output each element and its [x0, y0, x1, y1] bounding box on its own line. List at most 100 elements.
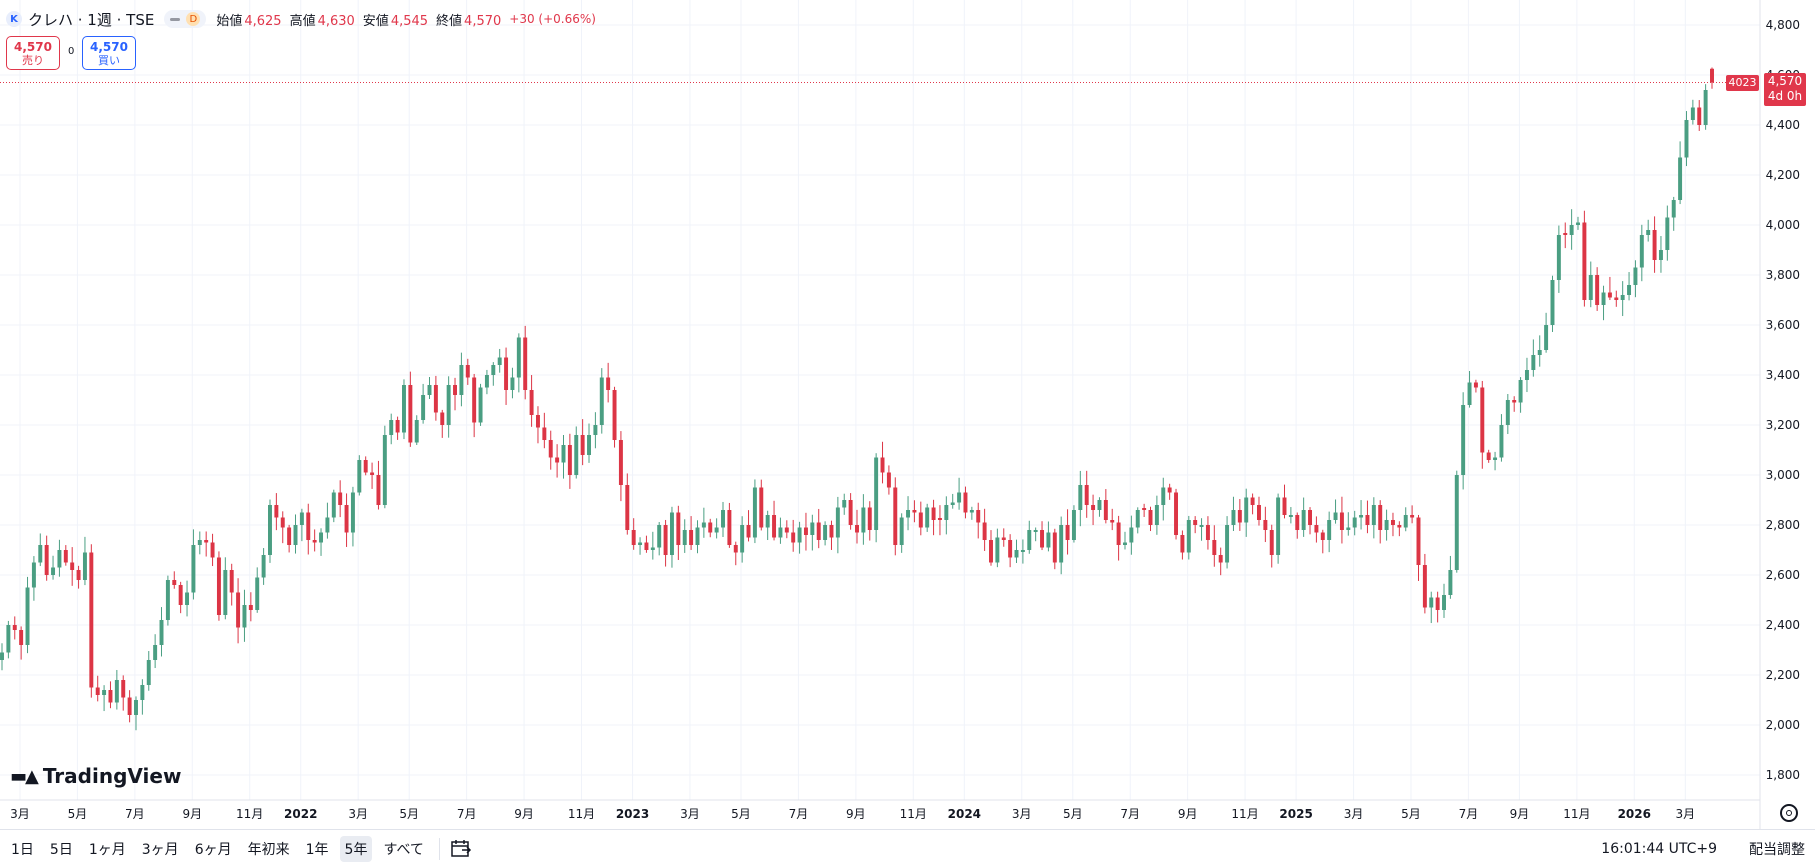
symbol-title[interactable]: クレハ · 1週 · TSE: [28, 10, 155, 29]
x-tick-label: 3月: [1012, 807, 1032, 821]
candle-body: [1524, 370, 1529, 380]
market-status-pill[interactable]: D: [164, 10, 207, 28]
candle-body: [1301, 510, 1306, 530]
price-chart[interactable]: 1,800 2,000 2,200 2,400 2,600 2,800 3,000 3,200…: [0, 0, 1815, 829]
candle-body: [465, 365, 470, 378]
candle-body: [134, 700, 138, 715]
candle-body: [95, 687, 100, 695]
candle-body: [159, 620, 164, 645]
candle-body: [306, 512, 311, 540]
candle-body: [567, 445, 572, 475]
candle-body: [1665, 217, 1670, 250]
candle-body: [1435, 597, 1440, 610]
candle-body: [401, 385, 406, 433]
candle-body: [31, 562, 36, 588]
range-6m[interactable]: 6ヶ月: [194, 841, 232, 858]
symbol-logo[interactable]: K: [6, 11, 22, 27]
bottom-toolbar: 1日 5日 1ヶ月 3ヶ月 6ヶ月 年初来 1年 5年 すべて 16:01:44…: [0, 829, 1815, 867]
candle-body: [255, 577, 260, 610]
range-5d[interactable]: 5日: [49, 841, 73, 858]
candle-body: [803, 527, 808, 535]
range-3m[interactable]: 3ヶ月: [141, 841, 179, 858]
sell-label: 売り: [22, 53, 44, 67]
candle-body: [1205, 525, 1210, 540]
y-tick-label: 2,200: [1766, 668, 1800, 682]
x-tick-label: 7月: [125, 807, 145, 821]
sell-price: 4,570: [14, 39, 52, 54]
x-tick-label: 5月: [731, 807, 751, 821]
candle-body: [1518, 380, 1523, 403]
candle-body: [1250, 497, 1255, 505]
y-tick-label: 3,800: [1766, 268, 1800, 282]
buy-price: 4,570: [90, 39, 128, 54]
candle-body: [242, 605, 247, 628]
candle-body: [1359, 515, 1364, 518]
candle-body: [1627, 285, 1632, 295]
candle-body: [1403, 515, 1408, 528]
candle-body: [855, 525, 859, 533]
candle-body: [287, 527, 292, 545]
candle-body: [146, 660, 151, 685]
candle-body: [1671, 200, 1676, 218]
candle-body: [1620, 295, 1625, 300]
candle-body: [1142, 508, 1147, 510]
candle-body: [172, 580, 177, 585]
candle-body: [1237, 510, 1242, 523]
x-tick-label: 11月: [1563, 807, 1590, 821]
x-tick-label: 11月: [568, 807, 595, 821]
candle-body: [1212, 540, 1217, 555]
candle-body: [689, 530, 694, 545]
candle-body: [510, 377, 515, 390]
candle-body: [325, 517, 330, 533]
date-range-calendar-icon[interactable]: [450, 839, 472, 859]
range-1d[interactable]: 1日: [11, 841, 34, 858]
candle-body: [1607, 292, 1612, 298]
x-tick-label: 2022: [284, 807, 317, 821]
candle-body: [1646, 230, 1651, 235]
candle-body: [791, 532, 796, 543]
x-tick-label: 11月: [1231, 807, 1258, 821]
x-tick-label: 2023: [616, 807, 649, 821]
candle-body: [1186, 520, 1191, 553]
candle-body: [1614, 297, 1619, 300]
candle-body: [1703, 90, 1708, 125]
x-tick-label: 5月: [399, 807, 419, 821]
candle-body: [376, 475, 381, 505]
candle-body: [976, 510, 981, 523]
candle-body: [1244, 497, 1249, 523]
candle-body: [6, 625, 11, 653]
candle-body: [1346, 527, 1351, 530]
candle-body: [1390, 520, 1395, 525]
candle-body: [76, 570, 81, 580]
range-ytd[interactable]: 年初来: [247, 841, 290, 858]
candle-body: [191, 545, 196, 593]
candle-body: [1052, 532, 1057, 563]
candle-body: [650, 547, 655, 550]
candle-body: [414, 420, 419, 443]
candle-body: [38, 545, 43, 563]
sell-button[interactable]: 4,570 売り: [6, 36, 60, 70]
candle-body: [1314, 525, 1319, 533]
price-change: +30 (+0.66%): [509, 12, 596, 26]
candle-body: [1378, 505, 1383, 530]
buy-button[interactable]: 4,570 買い: [82, 36, 136, 70]
range-1y[interactable]: 1年: [305, 841, 329, 858]
candle-body: [459, 365, 464, 395]
range-1m[interactable]: 1ヶ月: [88, 841, 126, 858]
utc-clock[interactable]: 16:01:44 UTC+9: [1601, 840, 1717, 857]
dividend-adjust-toggle[interactable]: 配当調整: [1749, 841, 1805, 858]
candle-body: [695, 527, 700, 545]
tradingview-logo[interactable]: ▬▲ TradingView: [10, 764, 181, 788]
candle-body: [1295, 515, 1300, 530]
settings-gear-icon[interactable]: [1780, 804, 1798, 822]
candle-body: [1097, 500, 1102, 510]
candle-body: [561, 445, 566, 463]
candle-body: [867, 507, 872, 530]
candle-body: [1576, 222, 1580, 225]
candle-body: [1256, 505, 1261, 520]
range-5y[interactable]: 5年: [339, 835, 373, 862]
candle-body: [1569, 225, 1574, 235]
candle-body: [1199, 525, 1204, 527]
range-all[interactable]: すべて: [383, 841, 424, 858]
candle-body: [1020, 550, 1025, 552]
